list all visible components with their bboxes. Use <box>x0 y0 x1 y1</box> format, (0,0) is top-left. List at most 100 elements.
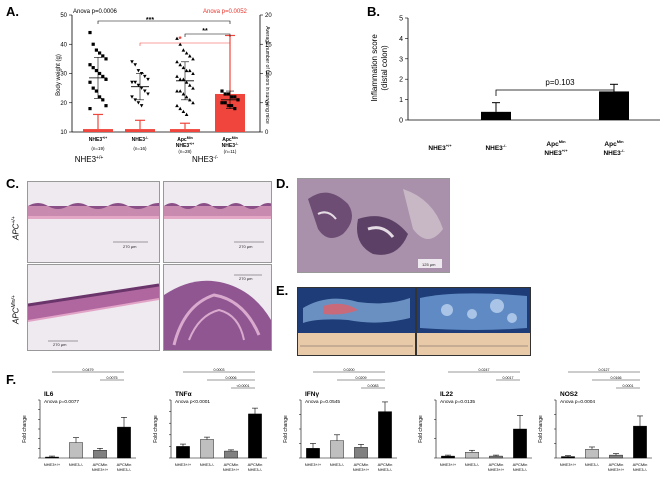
data-point <box>184 112 189 116</box>
p-value-label: 0.0247 <box>479 368 490 372</box>
data-point <box>191 57 195 61</box>
group-n-label: (n=28) <box>178 149 192 154</box>
category-label: NHE3+/+ <box>560 462 577 467</box>
data-point <box>175 36 179 40</box>
data-point <box>136 101 141 105</box>
category-label: APCMin <box>93 462 108 467</box>
fold-change-label: Fold change <box>538 415 544 443</box>
bar <box>465 451 479 459</box>
histology-apc-min-nhe3-ko: 270 µm <box>163 264 272 351</box>
category-label-2: NHE3+/+ <box>608 467 625 472</box>
data-point <box>98 51 102 55</box>
category-label: APCMin <box>633 462 648 467</box>
colon-photo-left <box>297 287 416 356</box>
data-point <box>178 89 182 93</box>
data-point <box>94 89 98 93</box>
group-label: ApcMin <box>546 139 566 148</box>
category-label-2: NHE3-/- <box>248 467 263 472</box>
ylabel-left: Body weight (g) <box>56 54 62 96</box>
chart-title: IFNγ <box>305 391 319 398</box>
colon-photo-right <box>416 287 531 356</box>
data-point <box>184 80 189 84</box>
bar <box>224 450 238 459</box>
data-point <box>178 106 182 111</box>
category-label: NHE3+/+ <box>175 462 192 467</box>
data-point <box>188 68 192 73</box>
data-point <box>133 80 137 85</box>
data-point <box>175 103 179 108</box>
bar <box>585 449 599 459</box>
group-label: ApcMin <box>604 139 624 148</box>
group-label: NHE3-/- <box>132 136 149 143</box>
data-point <box>101 54 105 58</box>
category-label: APCMin <box>354 462 369 467</box>
group-n-label: (n=19) <box>91 146 105 151</box>
data-point <box>188 98 192 102</box>
bar <box>93 450 107 459</box>
sig-bracket <box>495 89 615 96</box>
sig-top-label: *** <box>146 17 154 24</box>
sig-red-label: * <box>178 35 182 44</box>
bar <box>330 440 344 459</box>
data-point <box>139 86 144 90</box>
data-point <box>226 104 230 108</box>
chart-title: IL22 <box>440 391 453 398</box>
group-label-2: NHE3+/+ <box>544 148 568 157</box>
data-point <box>133 63 137 67</box>
data-point <box>226 92 230 96</box>
data-point <box>181 109 186 114</box>
ylabel-b-2: (distal colon) <box>380 45 389 91</box>
data-point <box>104 104 108 108</box>
data-point <box>91 42 95 46</box>
bar <box>513 428 527 459</box>
data-point <box>178 62 182 67</box>
data-point <box>101 98 105 102</box>
row-label-apc-min: APCMin/+ <box>11 295 21 324</box>
bar <box>489 455 503 459</box>
anova-label: Anova p<0.0001 <box>175 399 210 405</box>
sig-bracket-red <box>139 42 231 46</box>
data-point <box>88 63 92 67</box>
category-label: NHE3+/+ <box>305 462 322 467</box>
data-point <box>88 30 92 35</box>
data-point <box>94 68 98 73</box>
data-point <box>223 101 227 105</box>
y2-tick-label: 0 <box>265 130 269 136</box>
data-point <box>191 100 195 105</box>
y-tick-label: 2 <box>399 77 403 84</box>
category-label: APCMin <box>117 462 132 467</box>
category-label-2: NHE3+/+ <box>223 467 240 472</box>
y-tick-label: 3 <box>399 56 403 63</box>
category-label-2: NHE3-/- <box>633 467 648 472</box>
data-point <box>181 65 186 70</box>
bar <box>117 426 131 459</box>
y-tick-label: 0 <box>399 118 403 125</box>
bar <box>481 111 511 120</box>
scale-bar-label: 125 µm <box>422 262 436 267</box>
tumor-bar <box>83 129 113 132</box>
data-point <box>175 89 179 93</box>
fold-change-label: Fold change <box>418 415 424 443</box>
data-point <box>104 77 108 81</box>
data-point <box>175 74 179 78</box>
bar <box>306 448 320 459</box>
sig-bracket-top <box>97 20 231 24</box>
histology-apc-wt-nhe3-ko: 270 µm <box>163 181 272 263</box>
y2-tick-label: 10 <box>265 72 272 78</box>
data-point <box>181 77 186 81</box>
data-point <box>184 68 189 73</box>
category-label-2: NHE3+/+ <box>353 467 370 472</box>
data-point <box>133 98 137 102</box>
bar <box>441 455 455 459</box>
data-point <box>223 92 227 96</box>
data-point <box>188 54 192 58</box>
y-tick-label: 10 <box>60 130 67 136</box>
anova-label: Anova p=0.0077 <box>44 399 79 405</box>
data-point <box>136 69 141 73</box>
category-label-2: NHE3-/- <box>378 467 393 472</box>
ylabel-b-1: Inflammation score <box>370 34 379 102</box>
p-value-label: <0.0001 <box>236 384 249 388</box>
data-point <box>91 86 95 90</box>
data-point <box>178 42 182 46</box>
data-point <box>104 57 108 61</box>
